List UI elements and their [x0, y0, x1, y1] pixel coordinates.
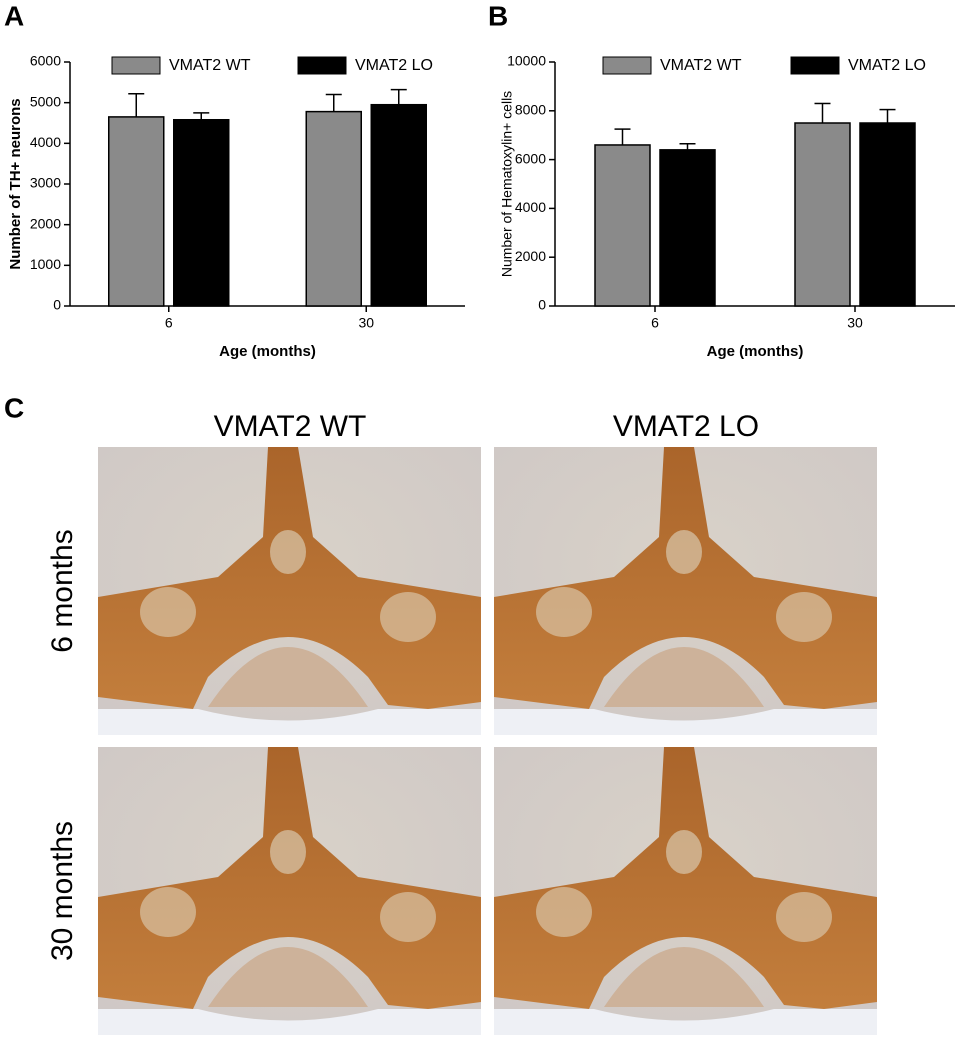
panel-label: A	[4, 0, 24, 31]
micrograph	[494, 447, 877, 735]
y-tick-label: 3000	[30, 175, 61, 191]
x-axis-label: Age (months)	[707, 343, 804, 360]
bar	[794, 122, 851, 307]
x-tick-label: 30	[847, 315, 863, 331]
legend-swatch	[790, 56, 840, 75]
panel-label: C	[4, 392, 24, 423]
legend-label: VMAT2 WT	[169, 57, 251, 74]
y-axis-label: Number of TH+ neurons	[7, 98, 24, 269]
bar	[859, 122, 916, 307]
legend-swatch	[297, 56, 347, 75]
micrograph	[98, 747, 481, 1035]
legend-swatch	[602, 56, 652, 75]
y-tick-label: 0	[538, 297, 546, 313]
y-tick-label: 2000	[30, 215, 61, 231]
x-tick-label: 6	[165, 315, 173, 331]
column-header: VMAT2 WT	[214, 410, 367, 443]
y-axis-label: Number of Hematoxylin+ cells	[499, 91, 515, 277]
bar	[659, 149, 716, 307]
x-tick-label: 6	[651, 315, 659, 331]
y-tick-label: 10000	[507, 53, 546, 69]
y-tick-label: 8000	[515, 102, 546, 118]
micrograph	[98, 447, 481, 735]
row-header: 6 months	[46, 529, 79, 652]
x-axis-label: Age (months)	[219, 343, 316, 360]
row-header: 30 months	[46, 821, 79, 961]
legend-label: VMAT2 LO	[848, 57, 926, 74]
y-tick-label: 6000	[30, 53, 61, 69]
legend-label: VMAT2 LO	[355, 57, 433, 74]
y-tick-label: 6000	[515, 150, 546, 166]
micrograph	[494, 747, 877, 1035]
y-tick-label: 4000	[515, 199, 546, 215]
bar	[370, 103, 427, 307]
y-tick-label: 2000	[515, 248, 546, 264]
bar	[305, 110, 362, 307]
legend-label: VMAT2 WT	[660, 57, 742, 74]
y-tick-label: 5000	[30, 93, 61, 109]
y-tick-label: 0	[53, 297, 61, 313]
y-tick-label: 4000	[30, 134, 61, 150]
bar	[594, 144, 651, 307]
bar	[108, 116, 165, 307]
column-header: VMAT2 LO	[613, 410, 759, 443]
legend-swatch	[111, 56, 161, 75]
x-tick-label: 30	[358, 315, 374, 331]
y-tick-label: 1000	[30, 256, 61, 272]
panel-label: B	[488, 0, 508, 31]
bar	[173, 118, 230, 307]
